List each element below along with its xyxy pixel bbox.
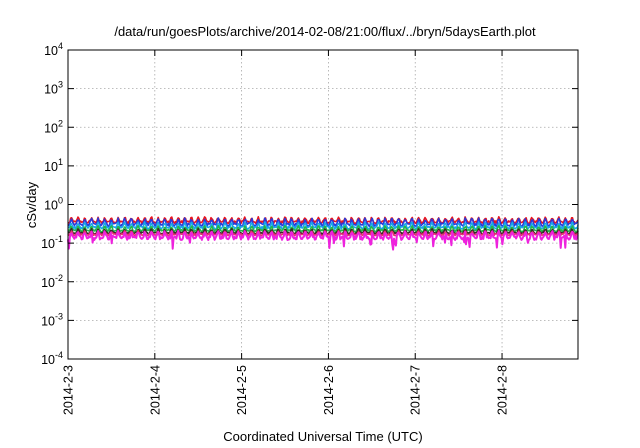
x-tick-label: 2014-2-3 (62, 365, 76, 415)
x-tick-label: 2014-2-5 (235, 365, 249, 415)
y-tick-label: 104 (44, 41, 63, 58)
y-tick-label: 10-4 (41, 350, 63, 367)
series-line (67, 221, 579, 230)
x-tick-label: 2014-2-4 (148, 365, 162, 415)
y-tick-label: 10-3 (41, 311, 63, 328)
x-tick-label: 2014-2-7 (409, 365, 423, 415)
y-tick-label: 100 (44, 196, 63, 213)
series-line (67, 229, 579, 251)
x-tick-label: 2014-2-8 (496, 365, 510, 415)
x-tick-labels: 2014-2-3 2014-2-4 2014-2-5 2014-2-6 2014-2-7… (62, 365, 510, 415)
series-group (67, 216, 579, 251)
y-tick-label: 10-2 (41, 273, 63, 290)
y-tick-label: 103 (44, 80, 63, 97)
y-tick-label: 101 (44, 157, 63, 174)
y-tick-label: 10-1 (41, 234, 63, 251)
y-tick-labels: 10-4 10-3 10-2 10-1 100 101 102 103 104 (41, 41, 63, 367)
series-line (67, 224, 579, 233)
series-line (67, 217, 579, 228)
x-axis-label: Coordinated Universal Time (UTC) (223, 429, 422, 444)
tick-marks (67, 49, 578, 360)
chart-title: /data/run/goesPlots/archive/2014-02-08/2… (114, 24, 536, 39)
x-tick-label: 2014-2-6 (322, 365, 336, 415)
y-tick-label: 102 (44, 118, 63, 135)
grid-lines (68, 50, 578, 359)
y-axis-label: cSv/day (24, 181, 39, 228)
